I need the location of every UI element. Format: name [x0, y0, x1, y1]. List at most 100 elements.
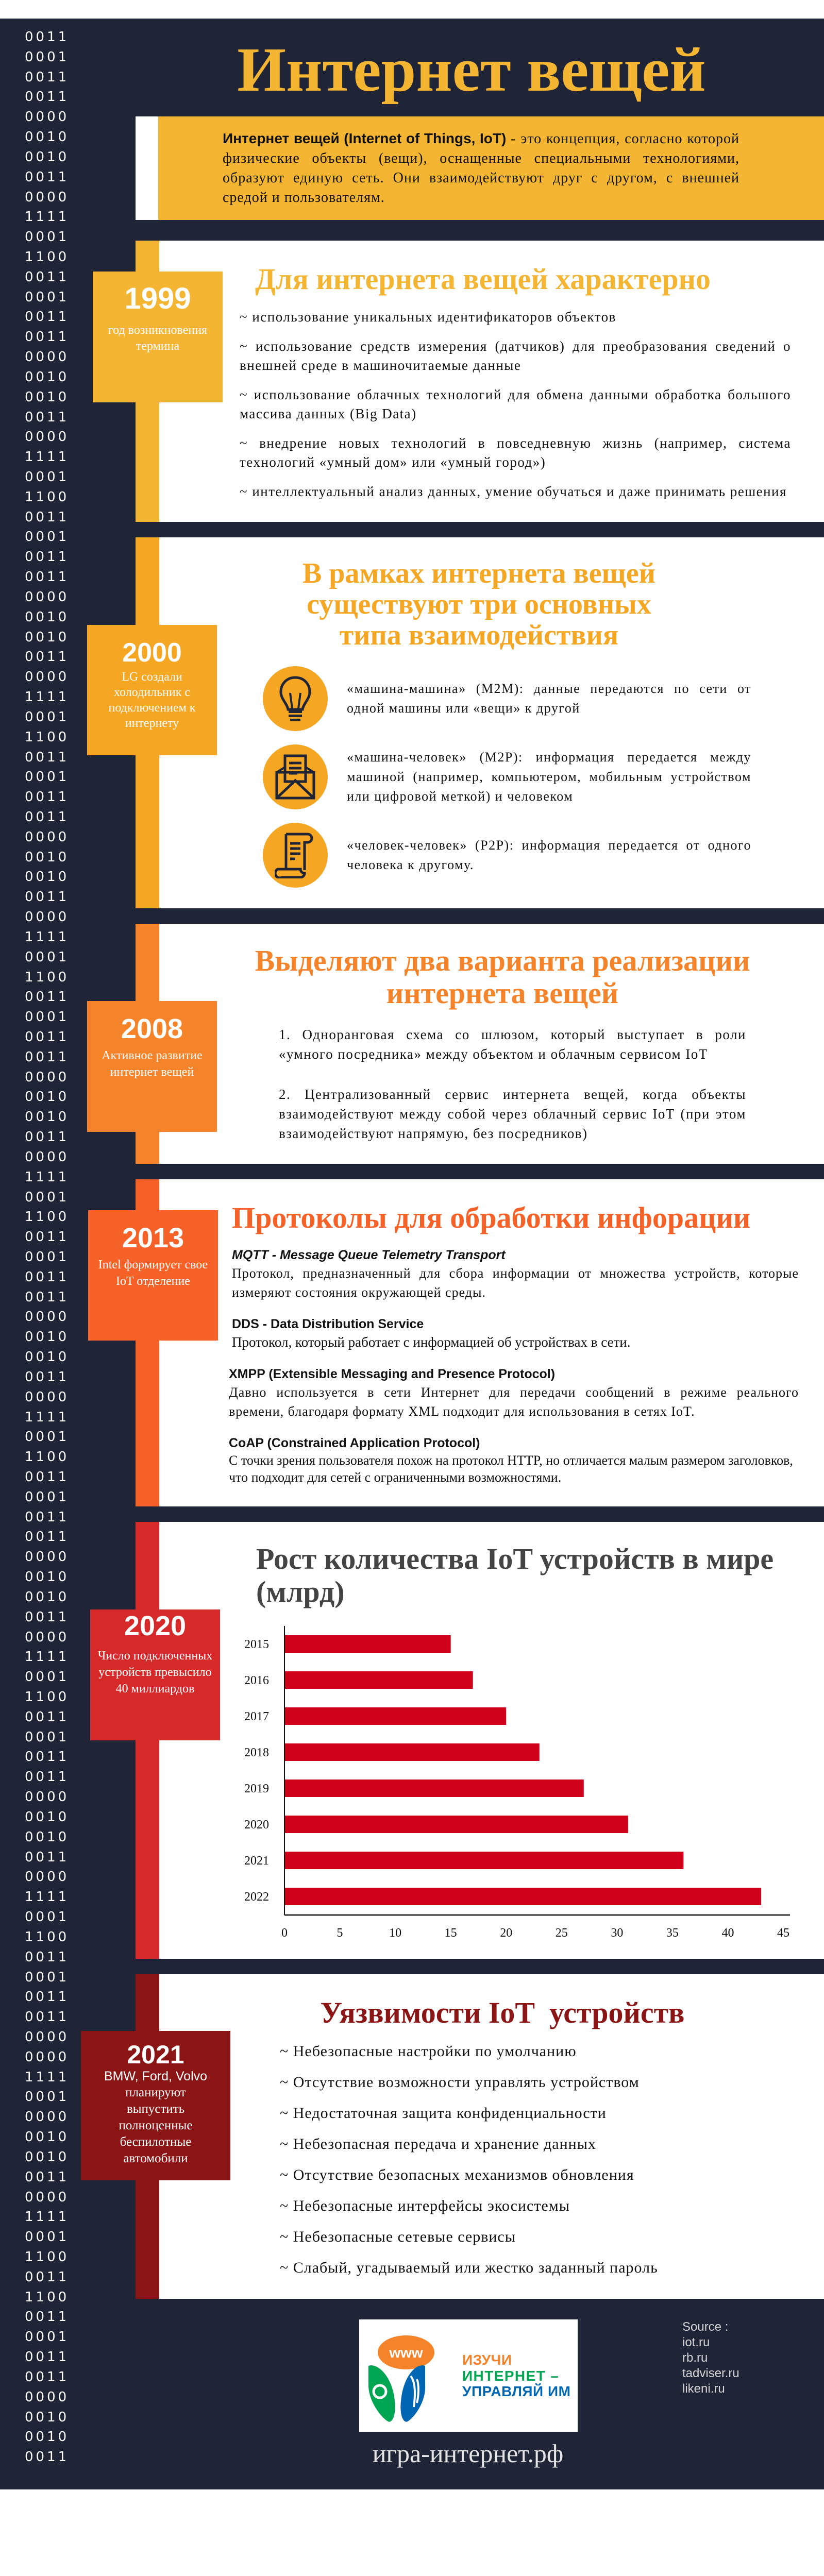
- protocol-description: Давно используется в сети Интернет для п…: [229, 1385, 799, 1419]
- binary-digits: 1111: [25, 1889, 70, 1905]
- x-tick-label: 20: [500, 1926, 512, 1940]
- binary-digits: 0010: [25, 849, 70, 865]
- year-caption: Intel формирует свое IoT отделение: [98, 1258, 208, 1288]
- binary-digits: 0011: [25, 569, 70, 585]
- binary-digits: 0001: [25, 529, 70, 545]
- binary-digits: 0011: [25, 329, 70, 345]
- binary-digits: 0011: [25, 269, 70, 285]
- iot-growth-bar-chart: 2015 2016 2017 2018 2019 2020 2021 2022 0 5 10 15 20…: [244, 1626, 790, 1940]
- category-label: 2017: [244, 1710, 269, 1723]
- year-box-2013: 2013 Intel формирует свое IoT отделение: [88, 1210, 218, 1341]
- year-box-2000: 2000 LG создали холодильник с подключени…: [87, 625, 217, 755]
- binary-digits: 0011: [25, 169, 70, 185]
- x-tick-label: 5: [337, 1926, 343, 1940]
- source-label: Source :: [682, 2320, 729, 2334]
- binary-digits: 0000: [25, 1549, 70, 1565]
- site-link[interactable]: игра-интернет.рф: [372, 2439, 564, 2468]
- binary-digits: 0011: [25, 29, 70, 45]
- binary-digits: 0011: [25, 649, 70, 665]
- binary-digits: 0010: [25, 1329, 70, 1345]
- section-title: Уязвимости IoT устройств: [320, 1996, 685, 2029]
- binary-digits: 0010: [25, 1349, 70, 1365]
- binary-digits: 0011: [25, 1849, 70, 1865]
- binary-digits: 0000: [25, 2389, 70, 2405]
- binary-digits: 0000: [25, 189, 70, 205]
- binary-digits: 0000: [25, 669, 70, 685]
- protocol-mqtt: MQTT - Message Queue Telemetry Transport…: [232, 1246, 799, 1302]
- vulnerabilities-list: ~ Небезопасные настройки по умолчанию ~ О…: [280, 2041, 799, 2278]
- source-link[interactable]: iot.ru: [682, 2335, 710, 2349]
- binary-digits: 0010: [25, 389, 70, 405]
- section-title: Для интернета вещей характерно: [255, 262, 711, 296]
- intro-box: Интернет вещей (Internet of Things, IoT)…: [136, 116, 824, 220]
- binary-digits: 0011: [25, 409, 70, 425]
- binary-digits: 0000: [25, 829, 70, 845]
- binary-digits: 0011: [25, 2169, 70, 2185]
- protocol-description: Протокол, который работает с информацией…: [232, 1334, 631, 1350]
- binary-digits: 0001: [25, 2329, 70, 2345]
- binary-digits: 0010: [25, 2129, 70, 2145]
- source-link[interactable]: rb.ru: [682, 2351, 708, 2365]
- source-link[interactable]: tadviser.ru: [682, 2366, 739, 2380]
- binary-digits: 0011: [25, 1289, 70, 1305]
- binary-digits: 0000: [25, 109, 70, 125]
- binary-digits: 0000: [25, 2109, 70, 2125]
- year-label: 2013: [122, 1223, 184, 1253]
- section-protocols: 2013 Intel формирует свое IoT отделение …: [88, 1179, 824, 1506]
- binary-digits: 0010: [25, 1109, 70, 1125]
- section-device-growth: 2020 Число подключенных устройств превыс…: [90, 1522, 824, 1959]
- year-box-2021: 2021 BMW, Ford, Volvo планируют выпустит…: [81, 2031, 230, 2180]
- x-tick-label: 35: [666, 1926, 679, 1940]
- x-tick-label: 0: [281, 1926, 288, 1940]
- vulnerability-item: ~ Небезопасные интерфейсы экосистемы: [280, 2197, 570, 2214]
- binary-digits: 0000: [25, 1389, 70, 1405]
- binary-digits: 1111: [25, 449, 70, 465]
- binary-digits: 0001: [25, 1489, 70, 1505]
- section-title: В рамках интернета вещей существуют три …: [302, 557, 655, 651]
- binary-digits: 0011: [25, 2269, 70, 2285]
- binary-digits: 0010: [25, 2429, 70, 2445]
- binary-digits: 0011: [25, 1229, 70, 1245]
- bar-2015: [284, 1635, 451, 1653]
- bar-2019: [284, 1780, 584, 1797]
- year-label: 1999: [124, 282, 191, 315]
- binary-digits: 0011: [25, 2349, 70, 2365]
- section-vulnerabilities: 2021 BMW, Ford, Volvo планируют выпустит…: [81, 1974, 824, 2299]
- binary-digits: 0011: [25, 1129, 70, 1145]
- binary-digits: 0010: [25, 2409, 70, 2425]
- binary-digits: 0000: [25, 1309, 70, 1325]
- logo-text-2: ИНТЕРНЕТ –: [462, 2368, 559, 2384]
- binary-digits: 0001: [25, 229, 70, 245]
- variant-centralized: 2. Централизованный сервис интернета вещ…: [279, 1087, 746, 1141]
- characteristic-item: ~ использование облачных технологий для …: [240, 387, 791, 421]
- year-box-1999: 1999 год возникновения термина: [93, 272, 223, 402]
- binary-digits: 0000: [25, 1789, 70, 1805]
- characteristic-item: ~ использование средств измерения (датчи…: [240, 338, 791, 373]
- binary-digits: 0010: [25, 869, 70, 885]
- section-interaction-types: 2000 LG создали холодильник с подключени…: [87, 537, 824, 908]
- year-label: 2008: [121, 1013, 183, 1044]
- scroll-icon: [263, 823, 328, 888]
- binary-digits: 0000: [25, 2189, 70, 2205]
- bar-2022: [284, 1888, 761, 1905]
- binary-digits: 1111: [25, 1169, 70, 1185]
- binary-digits: 0001: [25, 1909, 70, 1925]
- binary-digits: 0011: [25, 509, 70, 525]
- binary-digits: 1111: [25, 689, 70, 705]
- source-link[interactable]: likeni.ru: [682, 2382, 725, 2396]
- binary-digits: 1111: [25, 209, 70, 225]
- binary-digits: 0011: [25, 1989, 70, 2005]
- lightbulb-icon: [263, 666, 328, 731]
- binary-digits: 0000: [25, 909, 70, 925]
- protocol-xmpp: XMPP (Extensible Messaging and Presence …: [229, 1365, 799, 1421]
- year-label: 2000: [122, 638, 182, 668]
- intro-definition: - это концепция, согласно которой физиче…: [223, 131, 740, 206]
- binary-digits: 1100: [25, 729, 70, 745]
- binary-digits: 0001: [25, 1969, 70, 1985]
- binary-digits: 1100: [25, 2289, 70, 2305]
- binary-digits: 0011: [25, 1269, 70, 1285]
- binary-digits: 0001: [25, 1009, 70, 1025]
- binary-column: 0011 0001 0011 0011 0000 0010 0010 0011 0000 1111…: [0, 19, 82, 2489]
- binary-digits: 0000: [25, 349, 70, 365]
- logo-text-1: ИЗУЧИ: [462, 2352, 512, 2368]
